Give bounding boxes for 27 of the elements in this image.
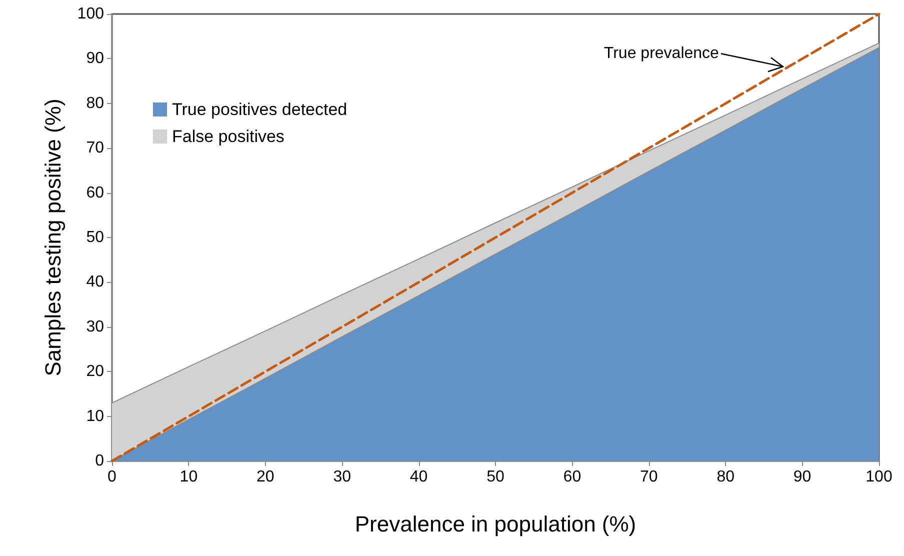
annotation: True prevalence (604, 45, 720, 62)
legend-label: True positives detected (172, 100, 348, 119)
x-tick-label: 100 (866, 468, 892, 486)
x-tick-label: 20 (256, 468, 274, 486)
y-tick-label: 60 (86, 184, 104, 202)
y-tick-label: 10 (86, 408, 104, 425)
legend-label: False positives (172, 127, 284, 146)
x-tick-label: 60 (563, 468, 582, 486)
y-tick-label: 50 (86, 229, 104, 246)
x-axis-title: Prevalence in population (%) (354, 512, 636, 536)
x-tick-label: 10 (180, 468, 198, 486)
x-tick-label: 50 (486, 468, 504, 486)
x-tick-label: 80 (716, 468, 735, 486)
y-tick-label: 70 (86, 140, 104, 157)
x-tick-label: 90 (793, 468, 812, 486)
y-tick-label: 20 (86, 363, 104, 380)
y-tick-label: 90 (86, 50, 104, 68)
y-tick-label: 0 (95, 452, 104, 470)
x-tick-label: 40 (410, 468, 428, 486)
x-tick-label: 0 (108, 468, 117, 486)
y-tick-label: 100 (77, 6, 104, 22)
y-tick-label: 80 (86, 94, 104, 112)
y-tick-label: 40 (86, 274, 104, 291)
y-tick-label: 30 (86, 318, 104, 336)
x-tick-label: 70 (640, 468, 658, 486)
x-tick-label: 30 (333, 468, 352, 486)
y-axis-title: Samples testing positive (%) (40, 98, 66, 376)
